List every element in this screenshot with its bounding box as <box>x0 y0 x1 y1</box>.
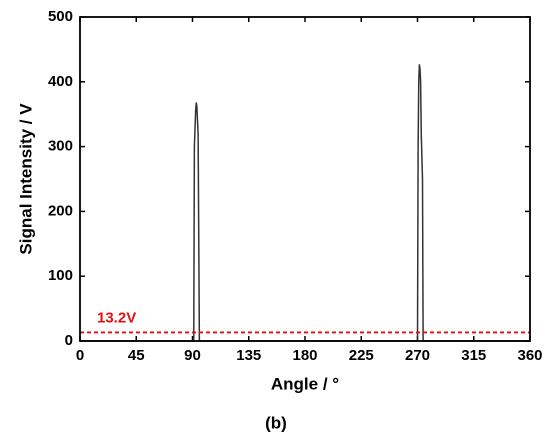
x-tick-label: 180 <box>292 347 317 364</box>
threshold-label: 13.2V <box>97 309 136 326</box>
y-tick-label: 500 <box>48 8 73 25</box>
y-tick-label: 0 <box>65 332 73 349</box>
y-axis-label: Signal Intensity / V <box>16 103 35 255</box>
caption: (b) <box>265 413 287 432</box>
x-tick-label: 0 <box>76 347 84 364</box>
y-tick-label: 300 <box>48 138 73 155</box>
x-tick-label: 90 <box>184 347 201 364</box>
x-tick-label: 225 <box>349 347 374 364</box>
plot-frame <box>79 16 531 342</box>
x-tick-label: 315 <box>461 347 486 364</box>
signal-line <box>80 64 530 342</box>
x-tick-label: 270 <box>405 347 430 364</box>
x-tick-label: 135 <box>236 347 261 364</box>
y-tick-label: 200 <box>48 202 73 219</box>
x-axis-label: Angle / ° <box>271 374 339 393</box>
x-tick-label: 45 <box>128 347 145 364</box>
x-tick-label: 360 <box>517 347 542 364</box>
y-tick-label: 400 <box>48 73 73 90</box>
y-tick-label: 100 <box>48 267 73 284</box>
